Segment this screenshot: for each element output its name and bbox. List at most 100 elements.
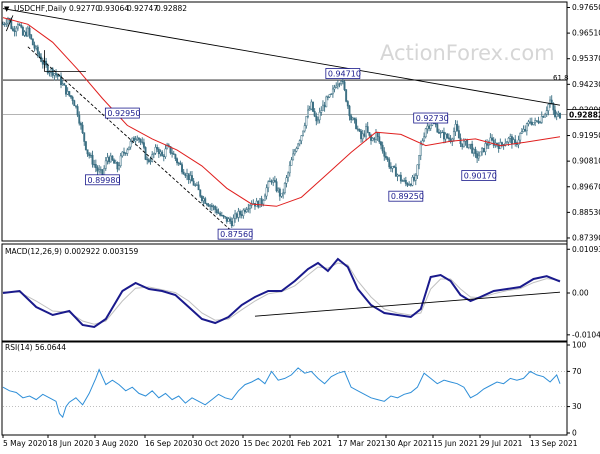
- candle-body: [99, 169, 102, 171]
- candle-body: [287, 172, 290, 178]
- candle-body: [119, 155, 122, 166]
- candle-body: [403, 179, 406, 182]
- candle-body: [336, 83, 339, 87]
- candle-body: [288, 165, 291, 174]
- candle-body: [406, 183, 409, 186]
- candle-body: [507, 138, 510, 143]
- candle-body: [197, 184, 200, 191]
- price-y-tick-label: 0.91950: [572, 131, 600, 140]
- candle-body: [147, 159, 150, 162]
- candle-body: [78, 114, 81, 124]
- candle-body: [290, 159, 293, 166]
- candle-body: [194, 184, 197, 186]
- candle-body: [76, 106, 79, 116]
- candle-body: [519, 133, 522, 141]
- candle-body: [476, 153, 479, 159]
- candle-body: [31, 38, 34, 46]
- candle-body: [484, 143, 487, 153]
- candle-body: [487, 144, 490, 146]
- candle-body: [79, 123, 82, 126]
- candle-body: [260, 198, 263, 205]
- candle-body: [456, 124, 459, 131]
- candle-body: [109, 155, 112, 163]
- x-tick-label: 17 Mar 2021: [338, 439, 386, 448]
- candle-body: [70, 95, 72, 98]
- price-y-tick-label: 0.96510: [572, 29, 600, 38]
- candle-body: [555, 114, 558, 117]
- candle-body: [144, 147, 147, 160]
- candle-body: [446, 133, 449, 138]
- candle-body: [428, 125, 430, 129]
- candle-body: [214, 206, 217, 210]
- candle-body: [36, 46, 39, 54]
- candle-body: [61, 83, 64, 85]
- candle-body: [524, 129, 527, 132]
- candle-body: [152, 152, 155, 155]
- candle-body: [451, 138, 454, 142]
- x-tick-label: 5 May 2020: [3, 439, 47, 448]
- last-price-tag: [566, 109, 600, 121]
- candle-body: [162, 155, 165, 157]
- candle-body: [28, 27, 31, 36]
- candle-body: [151, 154, 154, 162]
- candle-body: [139, 139, 142, 143]
- macd-trendline: [254, 291, 561, 317]
- candle-body: [426, 125, 429, 130]
- candle-body: [164, 148, 167, 157]
- x-tick-label: 16 Sep 2020: [145, 439, 193, 448]
- candle-body: [293, 150, 296, 155]
- candle-body: [172, 153, 175, 155]
- fib-level-label: 61.8: [553, 74, 569, 82]
- candle-body: [84, 141, 87, 150]
- candle-body: [7, 18, 9, 24]
- candle-body: [68, 91, 71, 96]
- candle-body: [268, 180, 271, 183]
- candle-body: [300, 135, 303, 142]
- candle-body: [30, 34, 33, 40]
- candle-body: [275, 181, 278, 192]
- candle-body: [263, 195, 266, 201]
- candle-body: [310, 101, 313, 110]
- candle-body: [328, 94, 331, 98]
- candle-body: [317, 119, 319, 122]
- candle-body: [368, 132, 371, 136]
- candle-body: [443, 131, 445, 140]
- candle-body: [343, 81, 346, 90]
- candle-body: [338, 83, 341, 85]
- price-y-tick-label: 0.97650: [572, 3, 600, 12]
- candle-body: [98, 169, 101, 172]
- candle-body: [381, 144, 384, 152]
- candle-body: [53, 73, 56, 76]
- candle-body: [341, 80, 344, 83]
- candle-body: [398, 174, 401, 176]
- candle-body: [81, 124, 84, 133]
- candle-body: [481, 147, 484, 153]
- candle-body: [532, 122, 535, 125]
- candle-body: [88, 153, 91, 157]
- value-label: 0.92950: [107, 109, 140, 118]
- value-label: 0.92730: [416, 114, 449, 123]
- candle-body: [13, 30, 16, 32]
- candle-body: [510, 136, 513, 145]
- candle-body: [174, 154, 177, 159]
- candle-body: [91, 154, 94, 165]
- candle-body: [33, 44, 36, 49]
- candle-body: [457, 130, 460, 139]
- candle-body: [157, 148, 160, 155]
- watermark: ActionForex.com: [380, 41, 555, 65]
- candle-body: [393, 165, 396, 168]
- candle-body: [73, 100, 76, 107]
- candle-body: [142, 142, 145, 148]
- candle-body: [247, 208, 250, 210]
- candle-body: [136, 137, 139, 140]
- candle-body: [353, 117, 356, 120]
- candle-body: [23, 31, 26, 36]
- candle-body: [434, 123, 437, 125]
- candle-body: [94, 164, 97, 168]
- candle-body: [285, 177, 288, 184]
- candle-body: [331, 88, 334, 95]
- candle-body: [83, 132, 86, 142]
- candle-body: [438, 131, 440, 134]
- candle-body: [5, 22, 8, 25]
- candle-body: [358, 129, 361, 132]
